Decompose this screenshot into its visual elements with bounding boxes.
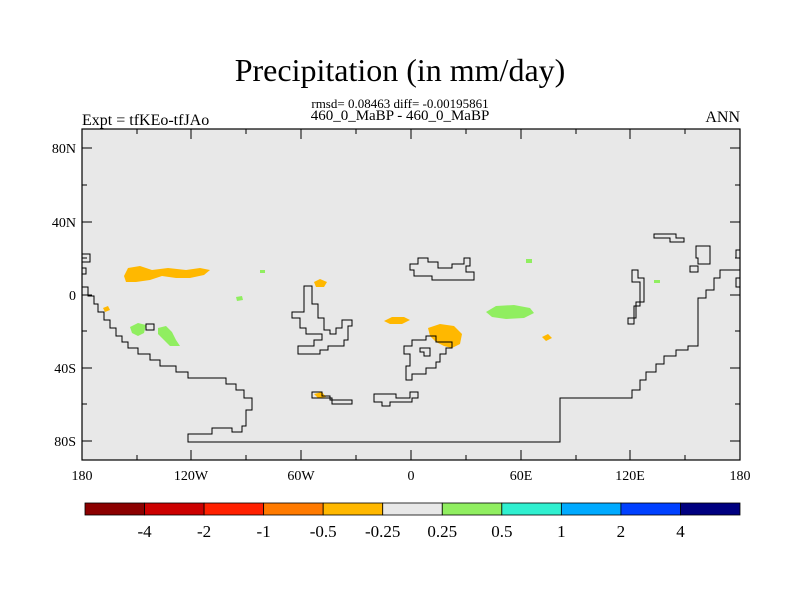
lon-label-60e: 60E bbox=[510, 469, 533, 484]
anomaly-patch-pos-7 bbox=[654, 280, 660, 283]
anomaly-patch-pos-3 bbox=[158, 326, 180, 346]
anomaly-patch-pos-5 bbox=[260, 270, 265, 273]
anomaly-patch-neg-5 bbox=[542, 334, 552, 341]
colorbar: -4 -2 -1 -0.5 -0.25 0.25 0.5 1 2 4 bbox=[84, 502, 741, 541]
lon-label-60w: 60W bbox=[287, 469, 315, 484]
colorbar-swatch bbox=[203, 502, 265, 516]
colorbar-swatch bbox=[263, 502, 324, 516]
continent-outline-asia-3 bbox=[689, 265, 699, 273]
coastlines bbox=[82, 233, 741, 443]
colorbar-label: 0.5 bbox=[491, 522, 512, 541]
colorbar-swatch bbox=[144, 502, 205, 516]
continent-outline-small-box bbox=[145, 323, 155, 331]
colorbar-label: 1 bbox=[557, 522, 566, 541]
anomaly-patch-neg-7 bbox=[103, 306, 110, 312]
continent-outline-asia-2 bbox=[695, 245, 711, 265]
lon-label-120w: 120W bbox=[174, 469, 209, 484]
anomaly-patch-pos-6 bbox=[526, 259, 532, 263]
anomaly-patch-neg-1 bbox=[124, 266, 210, 282]
lat-label-40s: 40S bbox=[54, 362, 76, 377]
lon-ticks bbox=[136, 129, 686, 460]
colorbar-label: -0.5 bbox=[310, 522, 337, 541]
lat-label-0: 0 bbox=[69, 289, 76, 304]
anomaly-patch-neg-4 bbox=[384, 317, 410, 324]
anomaly-patch-neg-2 bbox=[314, 279, 327, 287]
colorbar-swatch bbox=[382, 502, 443, 516]
lon-label-120e: 120E bbox=[615, 469, 645, 484]
colorbar-swatch bbox=[680, 502, 741, 516]
continent-outline-africa-inner bbox=[419, 347, 431, 357]
continent-outline-northwest bbox=[82, 253, 91, 263]
colorbar-swatch bbox=[322, 502, 384, 516]
colorbar-swatch bbox=[441, 502, 503, 516]
lat-label-80n: 80N bbox=[52, 142, 76, 157]
continent-outline-antarctic-island-2 bbox=[373, 391, 419, 407]
continent-outline-west bbox=[82, 269, 740, 443]
anomaly-patch-pos-1 bbox=[486, 305, 534, 319]
lat-ticks bbox=[82, 147, 740, 442]
lon-label-180w: 180 bbox=[72, 469, 93, 484]
lat-label-80s: 80S bbox=[54, 435, 76, 450]
stats-subtitle: rmsd= 0.08463 diff= -0.00195861 bbox=[311, 96, 489, 111]
colorbar-swatch bbox=[84, 502, 145, 516]
continent-outline-east-edge bbox=[735, 277, 740, 288]
continent-outline-europe bbox=[409, 257, 475, 281]
lat-label-40n: 40N bbox=[52, 216, 76, 231]
chart-title: Precipitation (in mm/day) bbox=[234, 52, 566, 88]
colorbar-swatch bbox=[620, 502, 681, 516]
continent-outline-india bbox=[627, 269, 645, 325]
continent-outline-northwest-2 bbox=[82, 267, 87, 275]
comparison-subtitle: 460_0_MaBP - 460_0_MaBP bbox=[310, 108, 490, 124]
lon-label-0: 0 bbox=[408, 469, 415, 484]
continent-outline-africa bbox=[403, 335, 453, 381]
lon-label-180e: 180 bbox=[730, 469, 751, 484]
colorbar-label: -2 bbox=[197, 522, 211, 541]
continent-outline-antarctic-island-1 bbox=[311, 391, 353, 405]
continent-outline-asia bbox=[653, 233, 685, 243]
colorbar-label: -0.25 bbox=[365, 522, 400, 541]
colorbar-label: 2 bbox=[617, 522, 626, 541]
experiment-label: Expt = tfKEo-tfJAo bbox=[82, 112, 210, 129]
colorbar-label: -1 bbox=[257, 522, 271, 541]
colorbar-swatch bbox=[560, 502, 622, 516]
map-field bbox=[82, 129, 740, 460]
colorbar-label: -4 bbox=[137, 522, 152, 541]
period-label: ANN bbox=[705, 109, 740, 126]
anomaly-patch-pos-4 bbox=[236, 296, 243, 301]
colorbar-swatch bbox=[501, 502, 562, 516]
colorbar-label: 4 bbox=[676, 522, 685, 541]
anomaly-patch-pos-2 bbox=[130, 323, 146, 336]
continent-outline-south-america bbox=[291, 285, 353, 355]
colorbar-label: 0.25 bbox=[427, 522, 457, 541]
